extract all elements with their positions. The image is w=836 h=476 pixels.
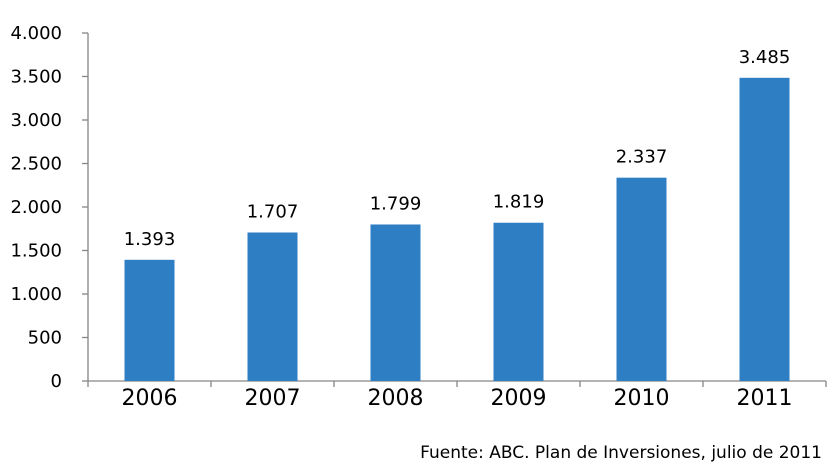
bar (124, 259, 175, 381)
bar (247, 232, 298, 381)
x-tick-label: 2010 (614, 386, 670, 411)
y-tick-label: 0 (51, 371, 62, 392)
x-tick-label: 2008 (368, 386, 424, 411)
y-tick-label: 500 (28, 328, 62, 349)
source-note: Fuente: ABC. Plan de Inversiones, julio … (420, 443, 822, 463)
y-tick-label: 3.500 (10, 67, 62, 88)
y-tick-label: 2.500 (10, 154, 62, 175)
y-tick-label: 2.000 (10, 197, 62, 218)
bar (616, 177, 667, 381)
data-label: 1.707 (247, 201, 299, 222)
bar (739, 77, 790, 382)
x-tick-label: 2011 (737, 386, 793, 411)
data-label: 2.337 (616, 147, 668, 168)
data-label: 1.799 (370, 193, 422, 214)
y-tick-label: 4.000 (10, 23, 62, 44)
y-tick-label: 1.000 (10, 284, 62, 305)
x-tick-label: 2006 (122, 386, 178, 411)
data-label: 1.819 (493, 192, 545, 213)
bar (493, 222, 544, 381)
y-tick-label: 1.500 (10, 241, 62, 262)
x-tick-label: 2009 (491, 386, 547, 411)
data-label: 1.393 (124, 229, 176, 250)
x-tick-label: 2007 (245, 386, 301, 411)
bar (370, 224, 421, 381)
data-label: 3.485 (739, 47, 791, 68)
y-tick-label: 3.000 (10, 110, 62, 131)
